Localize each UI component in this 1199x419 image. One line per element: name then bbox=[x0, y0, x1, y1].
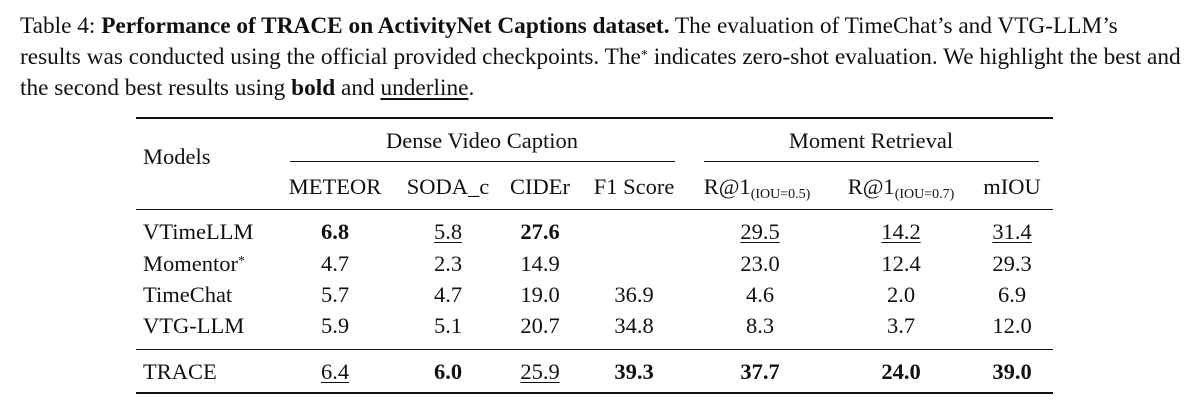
row-timechat-soda: 4.7 bbox=[433, 282, 463, 307]
col-soda: SODA_c bbox=[406, 174, 490, 199]
row-timechat-miou: 6.9 bbox=[997, 282, 1027, 307]
group-moment-retrieval: Moment Retrieval bbox=[788, 128, 954, 153]
col-meteor: METEOR bbox=[288, 174, 382, 199]
row-vtgllm-r05: 8.3 bbox=[745, 313, 775, 338]
row-momentor-r05: 23.0 bbox=[740, 251, 780, 276]
col-f1-score: F1 Score bbox=[593, 174, 675, 199]
col-cider: CIDEr bbox=[510, 174, 570, 199]
col-r1-iou07-main: R@1 bbox=[847, 174, 895, 199]
row-vtgllm-r07: 3.7 bbox=[886, 313, 916, 338]
row-momentor-miou: 29.3 bbox=[992, 251, 1032, 276]
row-trace-miou: 39.0 bbox=[992, 359, 1032, 384]
dense-group-rule bbox=[290, 161, 675, 162]
caption-title: Performance of TRACE on ActivityNet Capt… bbox=[101, 13, 670, 39]
row-momentor-r07: 12.4 bbox=[881, 251, 921, 276]
col-r1-iou07-sub: (IOU=0.7) bbox=[894, 187, 955, 202]
row-timechat-model: TimeChat bbox=[143, 282, 233, 307]
caption-star: * bbox=[640, 48, 648, 63]
bottom-rule bbox=[136, 392, 1053, 394]
row-vtimellm-cider: 27.6 bbox=[520, 219, 560, 244]
row-timechat-meteor: 5.7 bbox=[320, 282, 350, 307]
row-timechat-f1: 36.9 bbox=[614, 282, 654, 307]
row-momentor-soda: 2.3 bbox=[433, 251, 463, 276]
row-vtimellm-meteor: 6.8 bbox=[320, 219, 350, 244]
caption-text-2: indicates zero-shot evaluation. We highl… bbox=[20, 44, 1181, 101]
row-momentor-model: Momentor* bbox=[143, 251, 245, 277]
row-trace-soda: 6.0 bbox=[433, 359, 463, 384]
row-trace-f1: 39.3 bbox=[614, 359, 654, 384]
col-r1-iou05-sub: (IOU=0.5) bbox=[750, 187, 811, 202]
row-vtimellm-soda: 5.8 bbox=[433, 219, 463, 244]
row-trace-cider: 25.9 bbox=[520, 359, 560, 384]
group-dense-video-caption: Dense Video Caption bbox=[386, 128, 578, 153]
header-rule bbox=[136, 209, 1053, 210]
col-miou: mIOU bbox=[983, 174, 1041, 199]
moment-group-rule bbox=[704, 161, 1039, 162]
table-caption: Table 4: Performance of TRACE on Activit… bbox=[20, 11, 1182, 104]
row-timechat-cider: 19.0 bbox=[520, 282, 560, 307]
row-vtimellm-r07: 14.2 bbox=[881, 219, 921, 244]
row-vtimellm-model: VTimeLLM bbox=[143, 219, 254, 244]
caption-and-word: and bbox=[341, 75, 375, 101]
row-vtimellm-r05: 29.5 bbox=[740, 219, 780, 244]
col-r1-iou05-main: R@1 bbox=[703, 174, 751, 199]
caption-underline-word: underline bbox=[380, 75, 469, 101]
col-r1-iou05: R@1(IOU=0.5) bbox=[704, 174, 811, 204]
models-header: Models bbox=[143, 144, 211, 169]
col-r1-iou07: R@1(IOU=0.7) bbox=[848, 174, 955, 204]
caption-bold-word: bold bbox=[291, 75, 336, 101]
row-trace-model: TRACE bbox=[143, 359, 217, 384]
trace-separator-rule bbox=[136, 349, 1053, 350]
row-vtgllm-meteor: 5.9 bbox=[320, 313, 350, 338]
row-timechat-r07: 2.0 bbox=[886, 282, 916, 307]
row-vtimellm-miou: 31.4 bbox=[992, 219, 1032, 244]
row-trace-meteor: 6.4 bbox=[320, 359, 350, 384]
caption-text-1: The evaluation of TimeChat’s and VTG-LLM… bbox=[20, 13, 1118, 70]
row-momentor-cider: 14.9 bbox=[520, 251, 560, 276]
row-vtgllm-f1: 34.8 bbox=[614, 313, 654, 338]
row-momentor-meteor: 4.7 bbox=[320, 251, 350, 276]
row-vtgllm-cider: 20.7 bbox=[520, 313, 560, 338]
row-trace-r05: 37.7 bbox=[740, 359, 780, 384]
row-timechat-r05: 4.6 bbox=[745, 282, 775, 307]
row-momentor-zero-shot-marker: * bbox=[238, 254, 245, 269]
top-rule bbox=[136, 117, 1053, 119]
row-trace-r07: 24.0 bbox=[881, 359, 921, 384]
caption-period: . bbox=[468, 75, 475, 101]
row-vtgllm-miou: 12.0 bbox=[992, 313, 1032, 338]
row-vtgllm-soda: 5.1 bbox=[433, 313, 463, 338]
row-momentor-model-name: Momentor bbox=[143, 251, 238, 276]
caption-label: Table 4: bbox=[20, 13, 96, 39]
row-vtgllm-model: VTG-LLM bbox=[143, 313, 245, 338]
